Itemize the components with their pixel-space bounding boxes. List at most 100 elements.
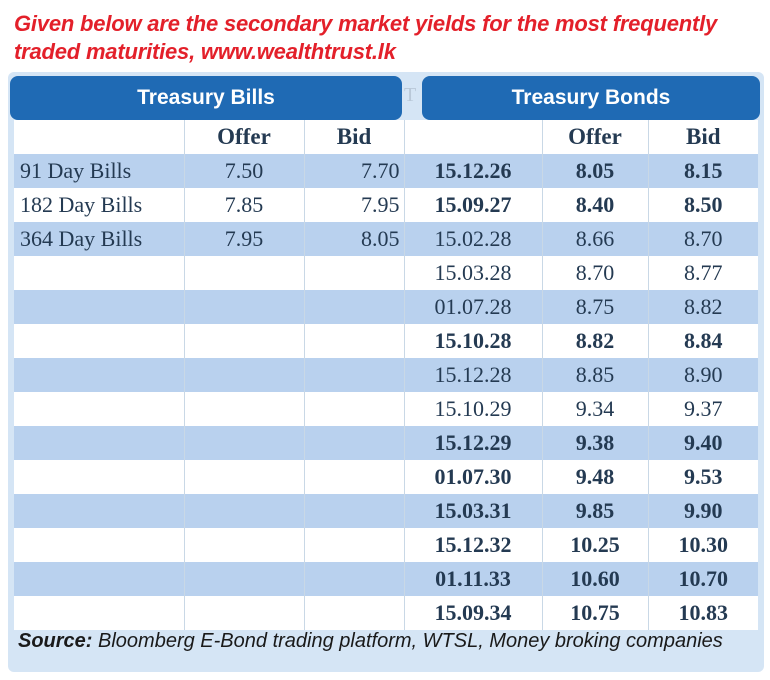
bill-name-cell — [14, 528, 185, 562]
bonds-offer-col-header: Offer — [542, 120, 649, 154]
table-row: 15.03.28 8.70 8.77 — [14, 256, 758, 290]
table-row: 01.07.28 8.75 8.82 — [14, 290, 758, 324]
bill-name-cell — [14, 562, 185, 596]
bond-bid-cell: 9.40 — [648, 426, 758, 460]
table-row: 15.12.32 10.25 10.30 — [14, 528, 758, 562]
bond-bid-cell: 9.37 — [648, 392, 758, 426]
yields-table: Offer Bid Offer Bid 91 Day Bills 7.50 7.70… — [14, 120, 758, 630]
bond-bid-cell: 8.70 — [648, 222, 758, 256]
bond-bid-cell: 8.77 — [648, 256, 758, 290]
bond-bid-cell: 10.83 — [648, 596, 758, 630]
bill-offer-cell — [184, 392, 305, 426]
bill-offer-cell — [184, 358, 305, 392]
bill-bid-cell — [304, 562, 405, 596]
bond-offer-cell: 10.25 — [542, 528, 649, 562]
treasury-bonds-header: Treasury Bonds — [422, 76, 760, 120]
bill-offer-cell — [184, 596, 305, 630]
bill-offer-cell: 7.95 — [184, 222, 305, 256]
bond-maturity-cell: 15.10.28 — [404, 324, 543, 358]
bill-name-cell — [14, 426, 185, 460]
bond-offer-cell: 9.85 — [542, 494, 649, 528]
bill-bid-cell — [304, 460, 405, 494]
source-label: Source: — [18, 630, 93, 652]
bond-maturity-cell: 15.03.31 — [404, 494, 543, 528]
bill-bid-cell — [304, 324, 405, 358]
bill-bid-cell — [304, 358, 405, 392]
bond-bid-cell: 9.90 — [648, 494, 758, 528]
bill-name-cell: 182 Day Bills — [14, 188, 185, 222]
page-heading: Given below are the secondary market yie… — [14, 10, 754, 66]
bond-bid-cell: 10.30 — [648, 528, 758, 562]
table-row: 15.10.28 8.82 8.84 — [14, 324, 758, 358]
bond-maturity-cell: 15.12.29 — [404, 426, 543, 460]
bill-offer-cell — [184, 256, 305, 290]
table-row: 01.11.33 10.60 10.70 — [14, 562, 758, 596]
bills-bid-col-header: Bid — [304, 120, 405, 154]
bond-bid-cell: 8.84 — [648, 324, 758, 358]
bonds-bid-col-header: Bid — [648, 120, 758, 154]
bond-bid-cell: 8.50 — [648, 188, 758, 222]
heading-line-1: Given below are the secondary market yie… — [14, 11, 718, 36]
bill-name-cell — [14, 324, 185, 358]
bond-offer-cell: 8.66 — [542, 222, 649, 256]
bond-bid-cell: 8.90 — [648, 358, 758, 392]
table-row: 15.12.29 9.38 9.40 — [14, 426, 758, 460]
bill-bid-cell — [304, 256, 405, 290]
bond-maturity-cell: 15.02.28 — [404, 222, 543, 256]
bond-bid-cell: 9.53 — [648, 460, 758, 494]
source-note: Source: Bloomberg E-Bond trading platfor… — [18, 630, 758, 653]
bond-bid-cell: 8.15 — [648, 154, 758, 188]
bond-offer-cell: 10.60 — [542, 562, 649, 596]
bill-bid-cell: 7.70 — [304, 154, 405, 188]
table-row: 15.10.29 9.34 9.37 — [14, 392, 758, 426]
bond-offer-cell: 10.75 — [542, 596, 649, 630]
bill-bid-cell — [304, 290, 405, 324]
bond-maturity-cell: 15.12.32 — [404, 528, 543, 562]
bond-maturity-cell: 15.12.26 — [404, 154, 543, 188]
bill-offer-cell — [184, 324, 305, 358]
bond-maturity-cell: 15.03.28 — [404, 256, 543, 290]
bill-name-cell — [14, 358, 185, 392]
bond-bid-cell: 10.70 — [648, 562, 758, 596]
bill-bid-cell — [304, 596, 405, 630]
table-row: 15.12.28 8.85 8.90 — [14, 358, 758, 392]
bond-offer-cell: 8.40 — [542, 188, 649, 222]
bill-offer-cell — [184, 528, 305, 562]
column-header-row: Offer Bid Offer Bid — [14, 120, 758, 154]
bills-offer-col-header: Offer — [184, 120, 305, 154]
bond-offer-cell: 8.75 — [542, 290, 649, 324]
table-row: 364 Day Bills 7.95 8.05 15.02.28 8.66 8.70 — [14, 222, 758, 256]
bill-offer-cell — [184, 562, 305, 596]
bill-bid-cell — [304, 392, 405, 426]
bonds-maturity-col-header — [404, 120, 543, 154]
bill-bid-cell — [304, 426, 405, 460]
bill-name-cell — [14, 290, 185, 324]
bill-name-cell — [14, 596, 185, 630]
header-stub-letter: T — [404, 84, 417, 106]
bill-offer-cell — [184, 290, 305, 324]
bond-offer-cell: 8.85 — [542, 358, 649, 392]
bill-bid-cell — [304, 528, 405, 562]
bill-name-cell: 364 Day Bills — [14, 222, 185, 256]
bond-maturity-cell: 01.07.30 — [404, 460, 543, 494]
bond-offer-cell: 9.48 — [542, 460, 649, 494]
bill-offer-cell: 7.85 — [184, 188, 305, 222]
bond-offer-cell: 9.34 — [542, 392, 649, 426]
bills-name-col-header — [14, 120, 185, 154]
bill-offer-cell — [184, 460, 305, 494]
bond-maturity-cell: 15.09.27 — [404, 188, 543, 222]
table-row: 15.03.31 9.85 9.90 — [14, 494, 758, 528]
bill-bid-cell: 7.95 — [304, 188, 405, 222]
bond-maturity-cell: 01.07.28 — [404, 290, 543, 324]
bond-offer-cell: 8.05 — [542, 154, 649, 188]
bond-offer-cell: 9.38 — [542, 426, 649, 460]
bill-name-cell — [14, 392, 185, 426]
bond-maturity-cell: 15.10.29 — [404, 392, 543, 426]
bill-name-cell — [14, 460, 185, 494]
table-row: 01.07.30 9.48 9.53 — [14, 460, 758, 494]
bill-name-cell — [14, 494, 185, 528]
bill-name-cell — [14, 256, 185, 290]
table-row: 182 Day Bills 7.85 7.95 15.09.27 8.40 8.50 — [14, 188, 758, 222]
bond-maturity-cell: 15.09.34 — [404, 596, 543, 630]
bond-maturity-cell: 01.11.33 — [404, 562, 543, 596]
